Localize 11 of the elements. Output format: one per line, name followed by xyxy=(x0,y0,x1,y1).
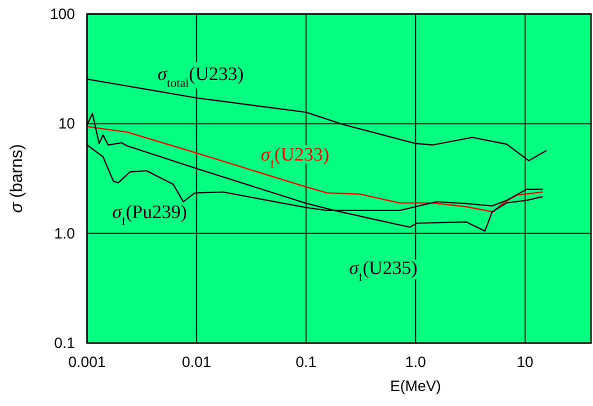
x-tick-label: 10 xyxy=(516,354,534,371)
y-tick-label: 100 xyxy=(50,6,75,23)
x-tick-label: 0.001 xyxy=(68,354,106,371)
y-tick-label: 0.1 xyxy=(54,335,75,352)
x-axis-title: E(MeV) xyxy=(390,378,441,395)
x-tick-label: 0.01 xyxy=(182,354,212,371)
x-tick-label: 1.0 xyxy=(405,354,426,371)
y-tick-label: 1.0 xyxy=(54,225,75,242)
y-tick-label: 10 xyxy=(58,116,75,133)
x-tick-label: 0.1 xyxy=(296,354,316,371)
y-axis-title: σ (barns) xyxy=(7,144,26,213)
